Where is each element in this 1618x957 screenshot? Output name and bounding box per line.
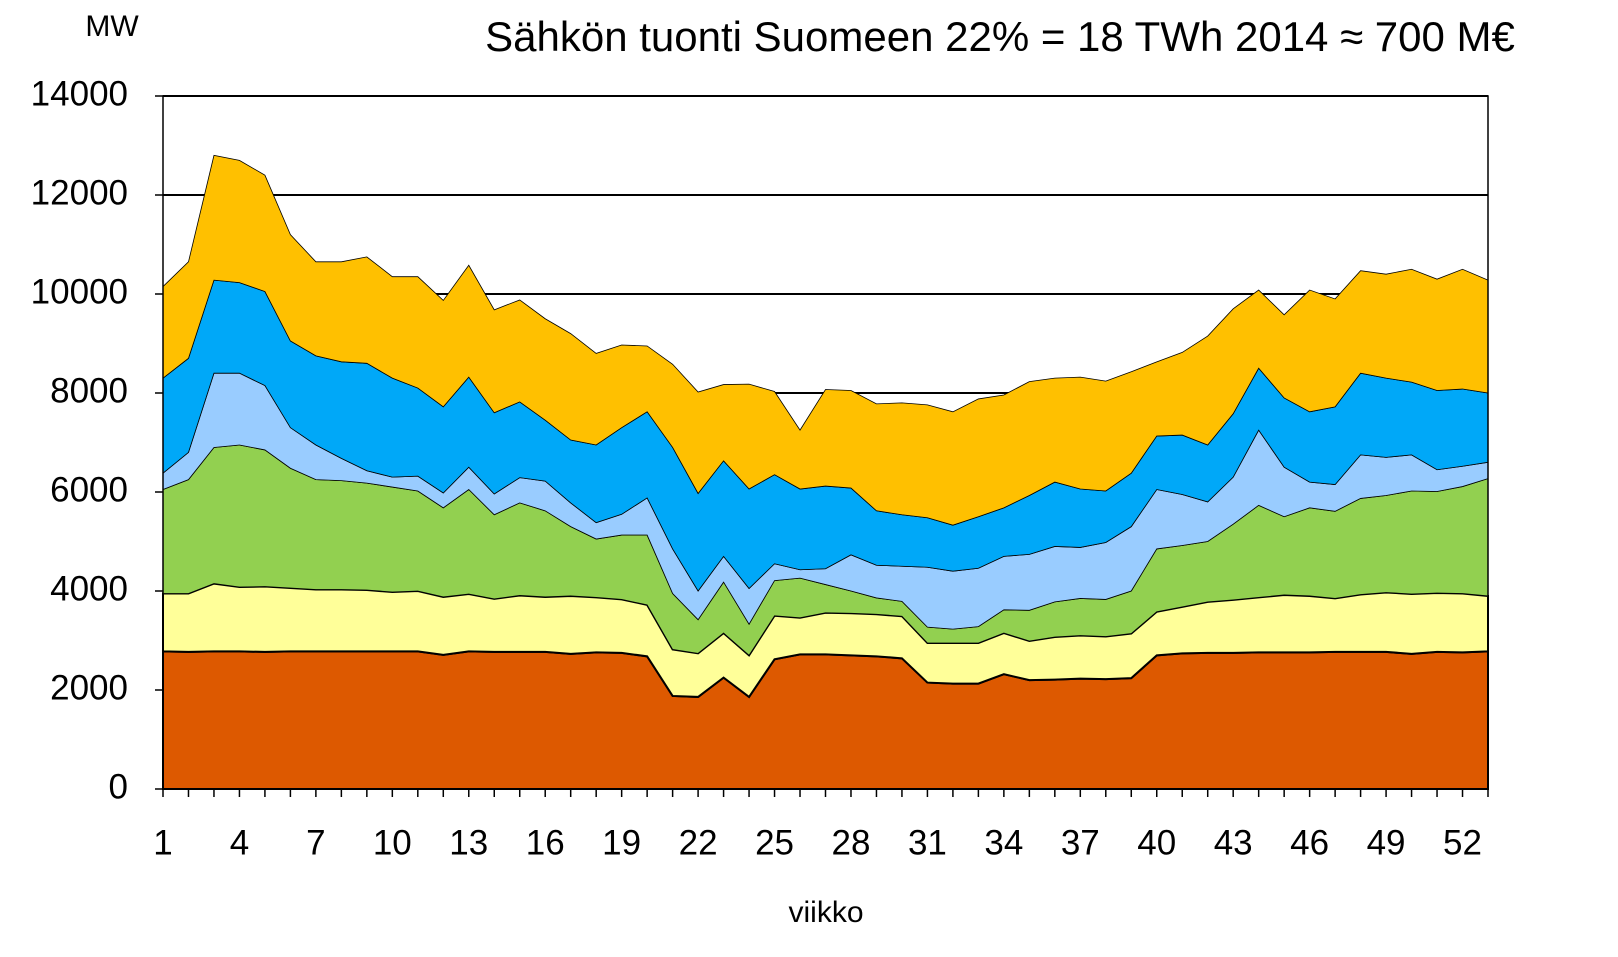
y-tick-label: 2000 — [50, 668, 128, 707]
x-tick-label: 37 — [1061, 823, 1100, 862]
x-tick-label: 22 — [679, 823, 718, 862]
area — [162, 650, 1489, 790]
x-tick-label: 49 — [1367, 823, 1406, 862]
x-tick-label: 16 — [526, 823, 565, 862]
x-tick-label: 52 — [1443, 823, 1482, 862]
x-tick-label: 43 — [1214, 823, 1253, 862]
x-tick-label: 1 — [153, 823, 172, 862]
x-tick-label: 25 — [755, 823, 794, 862]
x-tick-label: 40 — [1137, 823, 1176, 862]
x-tick-label: 10 — [373, 823, 412, 862]
x-tick-label: 4 — [230, 823, 249, 862]
y-tick-label: 6000 — [50, 470, 128, 509]
y-axis-label: MW — [85, 10, 139, 43]
y-tick-label: 0 — [109, 767, 128, 806]
x-tick-label: 13 — [449, 823, 488, 862]
x-tick-label: 7 — [306, 823, 325, 862]
y-tick-label: 4000 — [50, 569, 128, 608]
x-tick-label: 34 — [984, 823, 1023, 862]
y-tick-label: 10000 — [31, 272, 128, 311]
x-tick-label: 28 — [832, 823, 871, 862]
x-tick-label: 31 — [908, 823, 947, 862]
chart-title: Sähkön tuonti Suomeen 22% = 18 TWh 2014 … — [485, 13, 1515, 60]
y-tick-label: 12000 — [31, 173, 128, 212]
x-tick-label: 19 — [602, 823, 641, 862]
y-tick-label: 14000 — [31, 74, 128, 113]
x-tick-label: 46 — [1290, 823, 1329, 862]
x-axis-label: viikko — [788, 896, 863, 929]
y-tick-label: 8000 — [50, 371, 128, 410]
